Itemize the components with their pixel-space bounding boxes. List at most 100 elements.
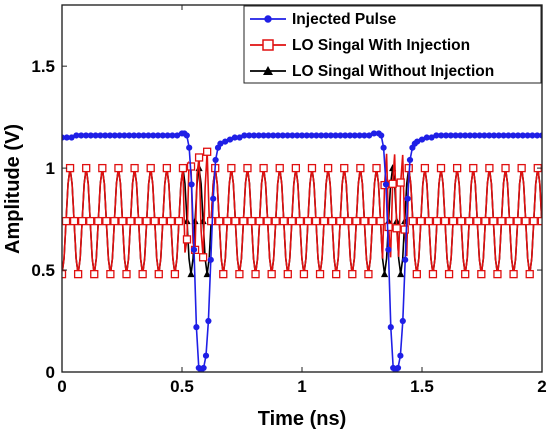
data-point: [106, 269, 115, 279]
data-point: [227, 163, 236, 173]
data-point: [538, 132, 542, 139]
data-point: [469, 163, 478, 173]
data-point: [219, 269, 228, 279]
data-point: [174, 216, 184, 226]
data-point: [380, 270, 389, 278]
data-point: [344, 216, 353, 226]
data-point: [90, 269, 99, 279]
data-point: [98, 163, 107, 173]
data-point: [505, 216, 514, 226]
data-point: [271, 216, 280, 226]
data-point: [235, 269, 244, 279]
data-point: [102, 216, 111, 226]
data-point: [62, 269, 67, 279]
data-point: [138, 269, 147, 279]
data-point: [299, 269, 309, 279]
y-tick-label: 0.5: [31, 261, 55, 280]
data-point: [303, 216, 313, 226]
data-point: [473, 216, 482, 226]
data-point: [465, 216, 474, 226]
data-point: [134, 216, 143, 226]
data-point: [406, 156, 414, 164]
data-point: [372, 163, 381, 173]
data-point: [336, 216, 345, 226]
data-point: [485, 163, 494, 173]
data-point: [412, 269, 421, 279]
data-point: [287, 216, 296, 226]
data-point: [521, 216, 530, 226]
data-point: [509, 269, 518, 279]
data-point: [340, 163, 349, 173]
data-point: [424, 216, 434, 226]
data-point: [267, 269, 276, 279]
data-point: [207, 256, 214, 263]
data-point: [158, 216, 167, 226]
data-point: [247, 216, 256, 226]
data-point: [489, 216, 498, 226]
data-point: [146, 163, 155, 173]
data-point: [193, 324, 200, 331]
data-point: [255, 216, 264, 226]
data-point: [387, 324, 394, 331]
data-point: [323, 163, 333, 173]
x-axis-label: Time (ns): [258, 408, 347, 430]
data-point: [110, 216, 119, 226]
y-axis-label: Amplitude (V): [2, 124, 24, 254]
legend-marker-triangle: [263, 66, 273, 75]
legend-marker-square: [262, 39, 274, 51]
data-point: [397, 352, 404, 359]
data-point: [376, 216, 385, 226]
data-point: [356, 163, 365, 173]
data-point: [86, 216, 95, 226]
data-point: [396, 178, 405, 187]
data-point: [397, 270, 405, 278]
data-point: [190, 246, 198, 253]
data-point: [283, 269, 292, 279]
legend-marker-circle: [264, 15, 272, 23]
y-tick-label: 0: [46, 363, 55, 382]
data-point: [394, 364, 402, 372]
data-point: [203, 147, 212, 156]
data-point: [432, 216, 442, 226]
data-point: [501, 163, 510, 173]
data-point: [200, 364, 207, 372]
data-point: [307, 163, 317, 173]
data-point: [385, 246, 392, 253]
data-point: [380, 144, 387, 151]
data-point: [162, 163, 171, 173]
data-point: [186, 144, 193, 151]
data-point: [150, 216, 159, 226]
data-point: [207, 216, 216, 226]
data-point: [384, 222, 393, 232]
data-point: [392, 224, 401, 233]
data-point: [444, 269, 454, 279]
data-point: [525, 269, 534, 279]
data-point: [352, 216, 361, 226]
data-point: [212, 156, 219, 164]
legend-item-lo-with-injection: LO Singal With Injection: [250, 37, 470, 54]
data-point: [364, 269, 373, 279]
data-point: [194, 153, 204, 162]
data-point: [291, 163, 301, 173]
data-point: [481, 216, 490, 226]
data-point: [118, 216, 127, 226]
data-point: [231, 216, 240, 226]
data-point: [420, 163, 430, 173]
data-point: [202, 352, 210, 359]
data-point: [332, 269, 341, 279]
data-point: [448, 216, 458, 226]
legend-box: [243, 5, 542, 84]
data-point: [62, 216, 71, 226]
data-point: [198, 253, 208, 262]
data-point: [166, 216, 176, 226]
data-point: [142, 216, 151, 226]
data-point: [461, 269, 470, 279]
x-tick-label: 2: [537, 377, 546, 396]
legend-item-lo-without-injection: LO Singal Without Injection: [250, 63, 494, 80]
data-point: [114, 163, 123, 173]
data-point: [187, 270, 195, 278]
data-point: [263, 216, 272, 226]
x-tick-label: 0.5: [170, 377, 194, 396]
data-point: [436, 163, 446, 173]
